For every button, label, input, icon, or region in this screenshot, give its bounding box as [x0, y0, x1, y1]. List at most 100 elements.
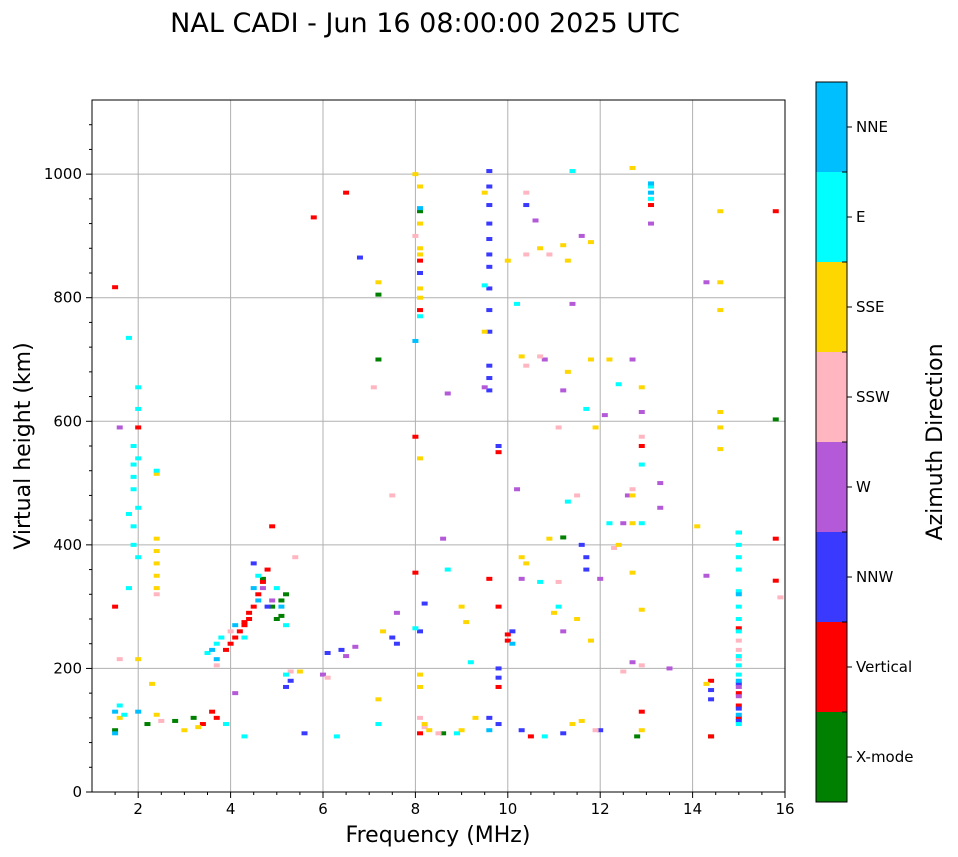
data-point [546, 252, 553, 257]
data-point [324, 650, 331, 655]
data-point [135, 385, 142, 390]
data-point [393, 641, 400, 646]
data-point [264, 604, 271, 609]
data-point [735, 629, 742, 634]
data-point [518, 728, 525, 733]
data-point [735, 691, 742, 696]
data-point [417, 672, 424, 677]
data-point [578, 718, 585, 723]
data-point [417, 684, 424, 689]
data-point [717, 410, 724, 415]
data-point [153, 561, 160, 566]
data-point [417, 286, 424, 291]
data-point [629, 660, 636, 665]
data-point [638, 607, 645, 612]
data-point [606, 357, 613, 362]
data-point [735, 604, 742, 609]
data-point [735, 703, 742, 708]
colorbar-tick-label: X-mode [856, 748, 913, 766]
data-point [564, 258, 571, 263]
data-point [269, 524, 276, 529]
colorbar-tick-label: E [856, 208, 865, 226]
data-point [375, 280, 382, 285]
data-point [269, 604, 276, 609]
data-point [486, 388, 493, 393]
data-point [458, 604, 465, 609]
data-point [486, 308, 493, 313]
data-point [125, 586, 132, 591]
x-tick-label: 12 [591, 800, 610, 818]
data-point [453, 731, 460, 736]
data-point [703, 681, 710, 686]
data-point [112, 728, 119, 733]
data-point [283, 672, 290, 677]
data-point [301, 731, 308, 736]
data-point [638, 663, 645, 668]
data-point [735, 530, 742, 535]
data-point [241, 734, 248, 739]
data-point [735, 589, 742, 594]
data-point [537, 246, 544, 251]
data-point [393, 610, 400, 615]
data-point [481, 283, 488, 288]
data-point [112, 731, 119, 736]
data-point [574, 617, 581, 621]
data-point [417, 209, 424, 214]
data-point [417, 184, 424, 189]
data-point [537, 579, 544, 584]
data-point [241, 635, 248, 640]
data-point [523, 203, 530, 208]
chart-title: NAL CADI - Jun 16 08:00:00 2025 UTC [170, 8, 680, 39]
data-point [703, 573, 710, 578]
data-point [606, 521, 613, 526]
data-point [227, 629, 234, 634]
data-point [412, 626, 419, 631]
data-point [495, 450, 502, 455]
data-point [657, 481, 664, 486]
data-point [648, 184, 655, 189]
data-point [273, 617, 280, 621]
data-point [380, 629, 387, 634]
data-point [153, 712, 160, 717]
data-point [638, 728, 645, 733]
data-point [241, 623, 248, 628]
data-point [703, 280, 710, 285]
data-point [486, 252, 493, 257]
data-point [735, 706, 742, 711]
data-point [121, 712, 128, 717]
data-point [250, 586, 257, 591]
data-point [578, 233, 585, 238]
data-point [735, 542, 742, 547]
data-point [417, 258, 424, 263]
data-point [523, 363, 530, 368]
data-point [638, 521, 645, 526]
data-point [560, 388, 567, 393]
data-point [356, 255, 363, 260]
data-point [463, 620, 470, 625]
data-point [153, 592, 160, 597]
data-point [250, 604, 257, 609]
data-point [735, 722, 742, 727]
data-point [486, 264, 493, 269]
data-point [278, 598, 285, 603]
x-tick-label: 4 [226, 800, 236, 818]
data-point [495, 675, 502, 680]
data-point [259, 579, 266, 584]
y-tick-label: 200 [53, 659, 82, 677]
data-point [426, 728, 433, 733]
data-point [153, 586, 160, 591]
data-point [153, 573, 160, 578]
data-point [735, 592, 742, 597]
data-point [486, 363, 493, 368]
data-point [638, 385, 645, 390]
data-point [560, 731, 567, 736]
data-point [153, 468, 160, 473]
data-point [472, 715, 479, 720]
data-point [560, 243, 567, 248]
data-point [389, 635, 396, 640]
colorbar-tick-label: NNE [856, 118, 888, 136]
data-point [583, 567, 590, 572]
data-point [735, 654, 742, 659]
data-point [375, 697, 382, 702]
data-point [629, 493, 636, 498]
